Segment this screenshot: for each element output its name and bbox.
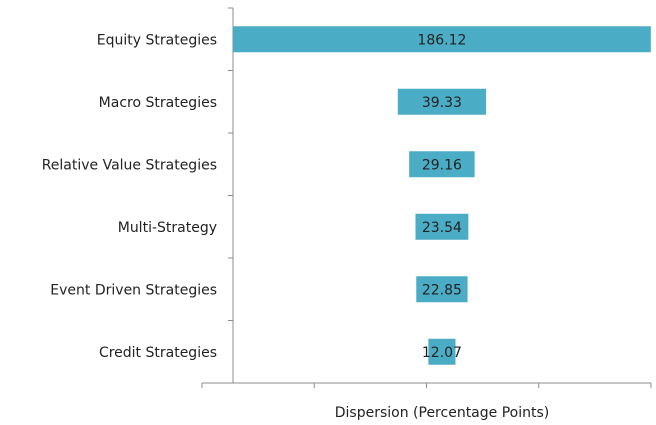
bar [233,26,651,53]
y-tick-label: Macro Strategies [99,95,217,111]
x-axis-label: Dispersion (Percentage Points) [335,405,549,421]
data-label: 22.85 [422,282,462,298]
y-tick-label: Credit Strategies [99,345,217,361]
bar [409,151,475,178]
y-tick-label: Equity Strategies [97,32,217,48]
bar [416,276,468,303]
y-tick-label: Multi-Strategy [118,220,217,236]
data-label: 186.12 [417,32,466,48]
bar [415,213,469,240]
y-tick-label: Event Driven Strategies [50,282,217,298]
data-label: 29.16 [422,157,462,173]
data-label: 23.54 [422,220,462,236]
data-label: 39.33 [422,95,462,111]
bar [397,88,487,115]
data-label: 12.07 [422,345,462,361]
y-tick-label: Relative Value Strategies [42,157,217,173]
bar [428,338,456,365]
